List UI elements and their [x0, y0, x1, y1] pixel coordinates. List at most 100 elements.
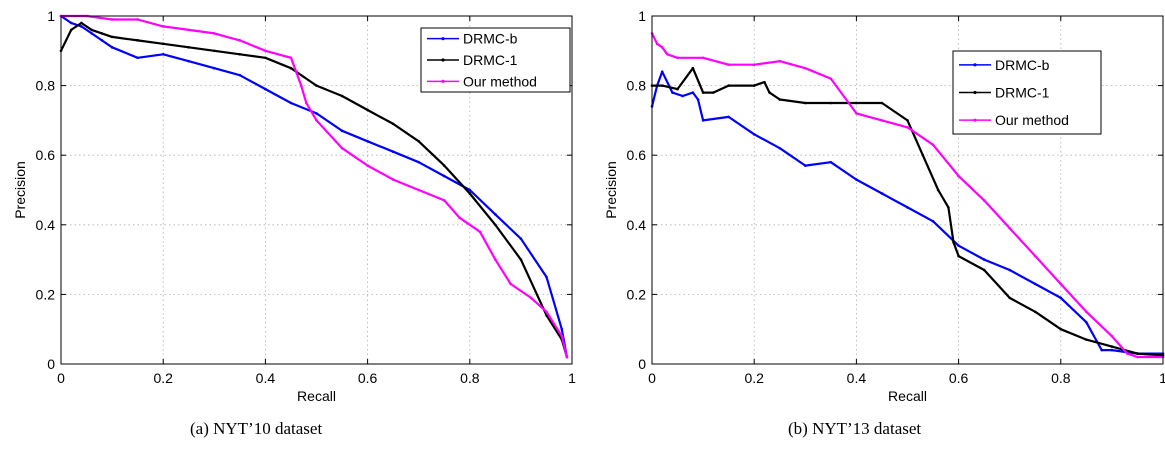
chart-b-point-3 — [1136, 355, 1139, 359]
chart-b-point-2 — [804, 101, 807, 105]
chart-a-point-1 — [69, 21, 73, 25]
chart-b-ytick-label: 1 — [638, 8, 646, 24]
chart-a-point-3 — [299, 84, 303, 87]
chart-b-point-2 — [957, 254, 960, 258]
chart-b-xtick-label: 0.2 — [744, 370, 764, 386]
chart-a-point-2 — [238, 52, 242, 56]
chart-b-point-2 — [712, 91, 715, 94]
chart-a-point-2 — [315, 84, 318, 87]
chart-b-ylabel: Precision — [603, 161, 619, 219]
chart-b-legend-marker-3 — [973, 118, 977, 122]
chart-b-point-2 — [768, 91, 771, 94]
chart-b-point-3 — [1008, 226, 1011, 230]
chart-a-point-1 — [468, 188, 472, 192]
chart-b-point-2 — [880, 101, 884, 105]
chart-b-point-3 — [855, 112, 858, 115]
chart-a-ytick-label: 1 — [47, 8, 55, 24]
chart-a-legend-marker-2 — [441, 58, 445, 62]
chart-a-point-2 — [340, 94, 344, 98]
chart-b-point-1 — [752, 133, 756, 136]
caption-b: (b) NYT’13 dataset — [788, 419, 922, 438]
chart-b-point-2 — [921, 153, 925, 157]
chart-b-point-2 — [1136, 352, 1139, 355]
chart-b-ytick-label: 0 — [638, 356, 646, 372]
chart-a-point-3 — [458, 216, 461, 220]
chart-a-point-2 — [264, 56, 267, 60]
chart-a-ytick-label: 0 — [47, 356, 55, 372]
chart-b-point-2 — [1008, 296, 1011, 300]
chart-b-legend-label-3: Our method — [995, 112, 1069, 128]
chart-a-ytick-label: 0.2 — [36, 286, 56, 302]
chart-b-point-1 — [660, 70, 664, 73]
chart-a-point-3 — [340, 146, 344, 150]
chart-b-point-2 — [676, 87, 679, 91]
chart-b-point-2 — [906, 119, 909, 122]
chart-b-point-2 — [947, 206, 950, 209]
chart-a-point-1 — [110, 46, 114, 49]
chart-a-point-3 — [565, 355, 569, 359]
chart-b-ytick-label: 0.4 — [627, 217, 647, 233]
chart-b-point-1 — [1008, 268, 1011, 272]
chart-a-point-1 — [340, 129, 344, 133]
chart-a-xtick-label: 1 — [568, 370, 576, 386]
chart-a-point-1 — [213, 66, 216, 70]
chart-a-point-2 — [80, 21, 83, 25]
chart-b-ytick-label: 0.2 — [627, 286, 647, 302]
chart-a-point-2 — [519, 258, 523, 261]
chart-a-ytick-label: 0.8 — [36, 78, 56, 94]
chart-b-point-1 — [1085, 320, 1088, 324]
chart-a-point-1 — [136, 56, 139, 60]
chart-a-legend-label-2: DRMC-1 — [463, 52, 518, 68]
chart-b-point-3 — [1110, 334, 1114, 338]
chart-b-point-2 — [982, 268, 986, 272]
chart-a-point-3 — [442, 199, 446, 202]
chart-a-legend-marker-3 — [441, 79, 445, 83]
chart-a-point-3 — [264, 49, 267, 53]
chart-b-point-2 — [727, 84, 730, 87]
chart-a-xtick-label: 0.8 — [460, 370, 480, 386]
chart-a-xtick-label: 0.6 — [358, 370, 378, 386]
chart-b-point-2 — [1085, 338, 1088, 341]
caption-a: (a) NYT’10 dataset — [190, 419, 323, 438]
chart-a-point-3 — [187, 28, 191, 32]
chart-a-svg: 0 0.2 0.4 0.6 0.8 1 0 0.2 0.4 0.6 0.8 1 Recall Precis… — [12, 8, 576, 404]
chart-b-xtick-label: 1 — [1159, 370, 1165, 386]
chart-a-point-1 — [289, 101, 293, 105]
chart-a-point-3 — [213, 32, 216, 35]
chart-b-point-3 — [666, 52, 669, 56]
chart-b-point-3 — [1085, 310, 1088, 314]
chart-a-point-1 — [80, 25, 83, 28]
chart-b-point-2 — [763, 80, 766, 84]
chart-a-point-1 — [391, 150, 395, 154]
chart-a-point-1 — [264, 87, 267, 91]
chart-a-point-3 — [560, 334, 564, 338]
chart-a-point-3 — [529, 296, 533, 300]
chart-b-point-3 — [1125, 352, 1129, 355]
chart-a-point-3 — [366, 164, 369, 167]
chart-b-point-1 — [1100, 348, 1103, 352]
chart-a-point-1 — [366, 139, 369, 143]
chart-b-point-1 — [691, 91, 695, 94]
chart-a-point-3 — [417, 188, 421, 192]
chart-b-point-1 — [957, 244, 960, 247]
chart-b-point-3 — [982, 199, 986, 202]
chart-a-point-1 — [545, 275, 548, 279]
chart-a-point-2 — [289, 66, 293, 70]
chart-b-ytick-label: 0.6 — [627, 147, 647, 163]
chart-a-point-2 — [213, 49, 216, 53]
chart-a-point-2 — [494, 223, 497, 227]
chart-b-point-2 — [660, 84, 664, 87]
chart-a-point-3 — [238, 39, 242, 42]
chart-a-ytick-label: 0.4 — [36, 217, 56, 233]
chart-b-point-1 — [931, 220, 935, 223]
chart-b-point-3 — [880, 119, 884, 122]
chart-a-point-3 — [110, 18, 114, 21]
chart-b-point-1 — [696, 98, 700, 101]
chart-a-point-1 — [494, 213, 497, 216]
chart-b-point-3 — [1059, 282, 1063, 286]
chart-a-point-3 — [478, 230, 482, 234]
chart-b-xtick-label: 0.8 — [1051, 370, 1071, 386]
chart-b-point-1 — [727, 115, 730, 119]
chart-a-legend-label-1: DRMC-b — [463, 31, 518, 47]
chart-b-point-3 — [660, 46, 664, 49]
